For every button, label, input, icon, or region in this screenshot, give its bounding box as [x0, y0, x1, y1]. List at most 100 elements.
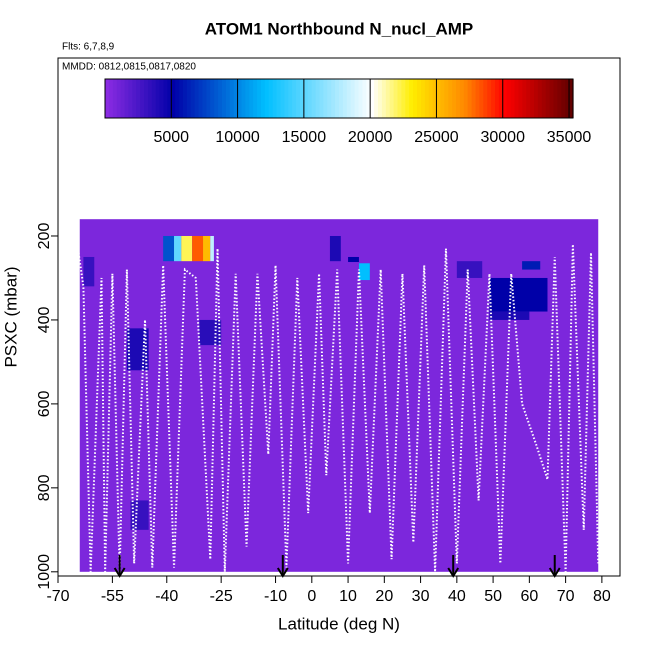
colorbar-swatch — [280, 79, 285, 118]
colorbar-swatch — [413, 79, 418, 118]
x-tick-label: 0 — [307, 588, 316, 605]
colorbar-swatch — [319, 79, 324, 118]
colorbar-swatch — [506, 79, 512, 118]
colorbar-swatch — [401, 79, 406, 118]
colorbar-swatch — [323, 79, 328, 118]
x-tick-label: 60 — [520, 588, 538, 605]
colorbar-swatch — [331, 79, 336, 118]
colorbar-swatch — [405, 79, 410, 118]
colorbar-swatch — [339, 79, 344, 118]
colorbar-swatch — [120, 79, 126, 118]
subtitle: Flts: 6,7,8,9 — [62, 42, 115, 53]
colorbar-swatch — [565, 79, 570, 118]
colorbar-swatch — [194, 79, 200, 118]
heat-cell — [83, 256, 95, 287]
colorbar-swatch — [264, 79, 270, 118]
heat-cell — [489, 277, 548, 312]
colorbar-swatch — [206, 79, 211, 118]
y-tick-label: 600 — [36, 390, 53, 417]
colorbar-swatch — [374, 79, 379, 118]
colorbar-swatch — [327, 79, 332, 118]
x-tick-label: 50 — [484, 588, 502, 605]
x-tick-label: -55 — [101, 588, 124, 605]
colorbar-swatch — [342, 79, 348, 118]
colorbar-swatch — [397, 79, 402, 118]
heat-cell — [163, 235, 175, 262]
y-axis-label: PSXC (mbar) — [1, 266, 20, 367]
colorbar-swatch — [514, 79, 519, 118]
colorbar-swatch — [432, 79, 438, 118]
colorbar-swatch — [233, 79, 239, 118]
colorbar-swatch — [569, 79, 574, 118]
colorbar-tick-label: 5000 — [153, 129, 189, 146]
colorbar-swatch — [276, 79, 282, 118]
colorbar-swatch — [116, 79, 122, 118]
colorbar-tick-label: 30000 — [480, 129, 525, 146]
colorbar-swatch — [257, 79, 262, 118]
heat-cell — [130, 500, 149, 530]
x-tick-label: 30 — [412, 588, 430, 605]
colorbar-swatch — [463, 79, 469, 118]
colorbar-swatch — [222, 79, 227, 118]
colorbar-swatch — [526, 79, 531, 118]
colorbar-swatch — [393, 79, 399, 118]
colorbar-swatch — [151, 79, 157, 118]
colorbar-swatch — [502, 79, 508, 118]
colorbar-swatch — [424, 79, 430, 118]
colorbar-swatch — [510, 79, 516, 118]
x-tick-label: -40 — [155, 588, 178, 605]
colorbar-swatch — [448, 79, 453, 118]
colorbar-swatch — [163, 79, 168, 118]
colorbar-swatch — [518, 79, 523, 118]
y-tick-label: 800 — [36, 474, 53, 501]
colorbar-swatch — [471, 79, 477, 118]
colorbar-swatch — [147, 79, 153, 118]
colorbar-swatch — [549, 79, 555, 118]
colorbar-swatch — [545, 79, 551, 118]
colorbar-swatch — [175, 79, 180, 118]
colorbar-swatch — [225, 79, 231, 118]
colorbar-swatch — [358, 79, 363, 118]
colorbar-swatch — [315, 79, 321, 118]
colorbar-tick-label: 25000 — [414, 129, 459, 146]
colorbar-swatch — [245, 79, 250, 118]
colorbar-swatch — [303, 79, 309, 118]
colorbar-swatch — [459, 79, 465, 118]
colorbar-swatch — [105, 79, 110, 118]
x-tick-label: 40 — [448, 588, 466, 605]
colorbar-swatch — [385, 79, 391, 118]
colorbar-swatch — [241, 79, 246, 118]
colorbar-swatch — [288, 79, 293, 118]
colorbar-swatch — [467, 79, 473, 118]
colorbar-tick-label: 35000 — [547, 129, 592, 146]
colorbar-swatch — [428, 79, 434, 118]
heat-cell — [199, 319, 222, 346]
colorbar-swatch — [362, 79, 367, 118]
colorbar-swatch — [272, 79, 278, 118]
x-tick-label: 20 — [375, 588, 393, 605]
colorbar-swatch — [218, 79, 223, 118]
heat-cell — [192, 235, 204, 262]
y-tick-label: 1000 — [36, 554, 53, 590]
colorbar-swatch — [167, 79, 172, 118]
colorbar-swatch — [112, 79, 118, 118]
heat-cell — [348, 256, 359, 263]
colorbar-tick-label: 20000 — [348, 129, 393, 146]
colorbar-swatch — [237, 79, 243, 118]
y-tick-label: 200 — [36, 223, 53, 250]
colorbar-swatch — [296, 79, 301, 118]
colorbar-swatch — [284, 79, 289, 118]
heat-cell — [522, 261, 541, 270]
colorbar-swatch — [132, 79, 137, 118]
colorbar-swatch — [491, 79, 496, 118]
colorbar-swatch — [366, 79, 371, 118]
colorbar-swatch — [190, 79, 196, 118]
colorbar-swatch — [378, 79, 383, 118]
colorbar-swatch — [483, 79, 488, 118]
colorbar-swatch — [541, 79, 547, 118]
colorbar-swatch — [159, 79, 165, 118]
colorbar-swatch — [300, 79, 305, 118]
colorbar-swatch — [346, 79, 352, 118]
colorbar-swatch — [417, 79, 422, 118]
